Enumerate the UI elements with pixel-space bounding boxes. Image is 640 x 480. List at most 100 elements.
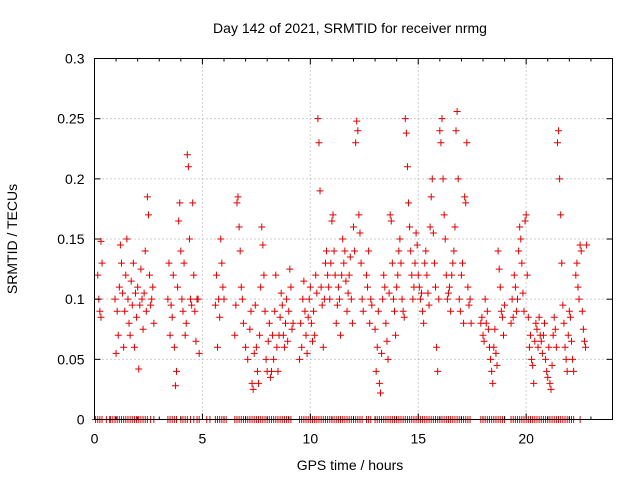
data-point <box>518 259 526 267</box>
data-point <box>255 379 263 387</box>
data-point <box>97 313 105 321</box>
data-point <box>311 331 319 339</box>
data-point <box>188 301 196 309</box>
data-point <box>265 319 273 327</box>
data-point <box>266 373 274 381</box>
data-point <box>408 271 416 279</box>
data-point <box>247 307 255 315</box>
data-point <box>329 211 337 219</box>
data-point <box>141 247 149 255</box>
data-point <box>138 295 146 303</box>
data-point <box>373 343 381 351</box>
data-point <box>150 319 158 327</box>
data-point <box>483 307 491 315</box>
data-point <box>498 313 506 321</box>
data-point <box>339 235 347 243</box>
data-point <box>173 367 181 375</box>
data-point <box>398 295 406 303</box>
data-point <box>368 301 376 309</box>
data-point <box>375 379 383 387</box>
y-axis-label: SRMTID / TECUs <box>4 184 20 294</box>
y-tick-label: 0.3 <box>65 51 85 67</box>
data-point <box>252 343 260 351</box>
chart-title: Day 142 of 2021, SRMTID for receiver nrm… <box>213 20 487 36</box>
data-point <box>466 295 474 303</box>
data-point <box>354 127 362 135</box>
data-point <box>353 117 361 125</box>
data-point <box>256 331 264 339</box>
data-point <box>310 307 318 315</box>
y-tick-label: 0.15 <box>57 231 84 247</box>
data-point <box>544 373 552 381</box>
data-point <box>244 355 252 363</box>
data-point <box>216 313 224 321</box>
data-point <box>170 343 178 351</box>
data-point <box>579 325 587 333</box>
data-point <box>218 259 226 267</box>
data-point <box>493 361 501 369</box>
data-point <box>235 223 243 231</box>
data-point <box>411 259 419 267</box>
data-point <box>181 331 189 339</box>
data-point <box>556 175 564 183</box>
data-point <box>516 223 524 231</box>
data-point <box>362 271 370 279</box>
data-point <box>345 271 353 279</box>
data-point <box>436 127 444 135</box>
x-tick-label: 10 <box>303 431 319 447</box>
data-point <box>489 379 497 387</box>
data-point <box>233 199 241 207</box>
data-point <box>437 139 445 147</box>
data-point <box>259 241 267 249</box>
data-point <box>144 211 152 219</box>
data-point <box>123 235 131 243</box>
data-point <box>270 355 278 363</box>
data-point <box>511 283 519 291</box>
data-point <box>148 295 156 303</box>
data-point <box>301 307 309 315</box>
data-point <box>583 241 591 249</box>
data-point <box>315 139 323 147</box>
data-point <box>261 307 269 315</box>
data-point <box>551 325 559 333</box>
data-point <box>97 237 105 245</box>
data-point <box>179 307 187 315</box>
x-tick-label: 20 <box>518 431 534 447</box>
data-point <box>547 385 555 393</box>
data-point <box>528 355 536 363</box>
data-point <box>166 331 174 339</box>
data-point <box>572 271 580 279</box>
data-point <box>492 349 500 357</box>
data-point <box>487 355 495 363</box>
data-point <box>420 319 428 327</box>
data-point <box>239 319 247 327</box>
y-tick-label: 0.2 <box>65 171 85 187</box>
data-point <box>446 283 454 291</box>
data-point <box>300 277 308 285</box>
data-point <box>299 295 307 303</box>
data-point <box>427 193 435 201</box>
data-point <box>415 283 423 291</box>
data-point <box>435 295 443 303</box>
data-point <box>450 247 458 255</box>
data-point <box>176 199 184 207</box>
data-point <box>115 283 123 291</box>
data-point <box>546 379 554 387</box>
data-point <box>381 283 389 291</box>
data-point <box>395 247 403 255</box>
data-point <box>307 319 315 327</box>
data-point <box>481 295 489 303</box>
data-point <box>212 271 220 279</box>
data-point <box>164 295 172 303</box>
data-point <box>490 343 498 351</box>
data-point <box>405 199 413 207</box>
data-point <box>324 271 332 279</box>
data-point <box>538 349 546 357</box>
data-point <box>276 313 284 321</box>
data-point <box>433 343 441 351</box>
data-point <box>564 331 572 339</box>
data-point <box>169 271 177 279</box>
data-point <box>167 301 175 309</box>
data-point <box>389 295 397 303</box>
